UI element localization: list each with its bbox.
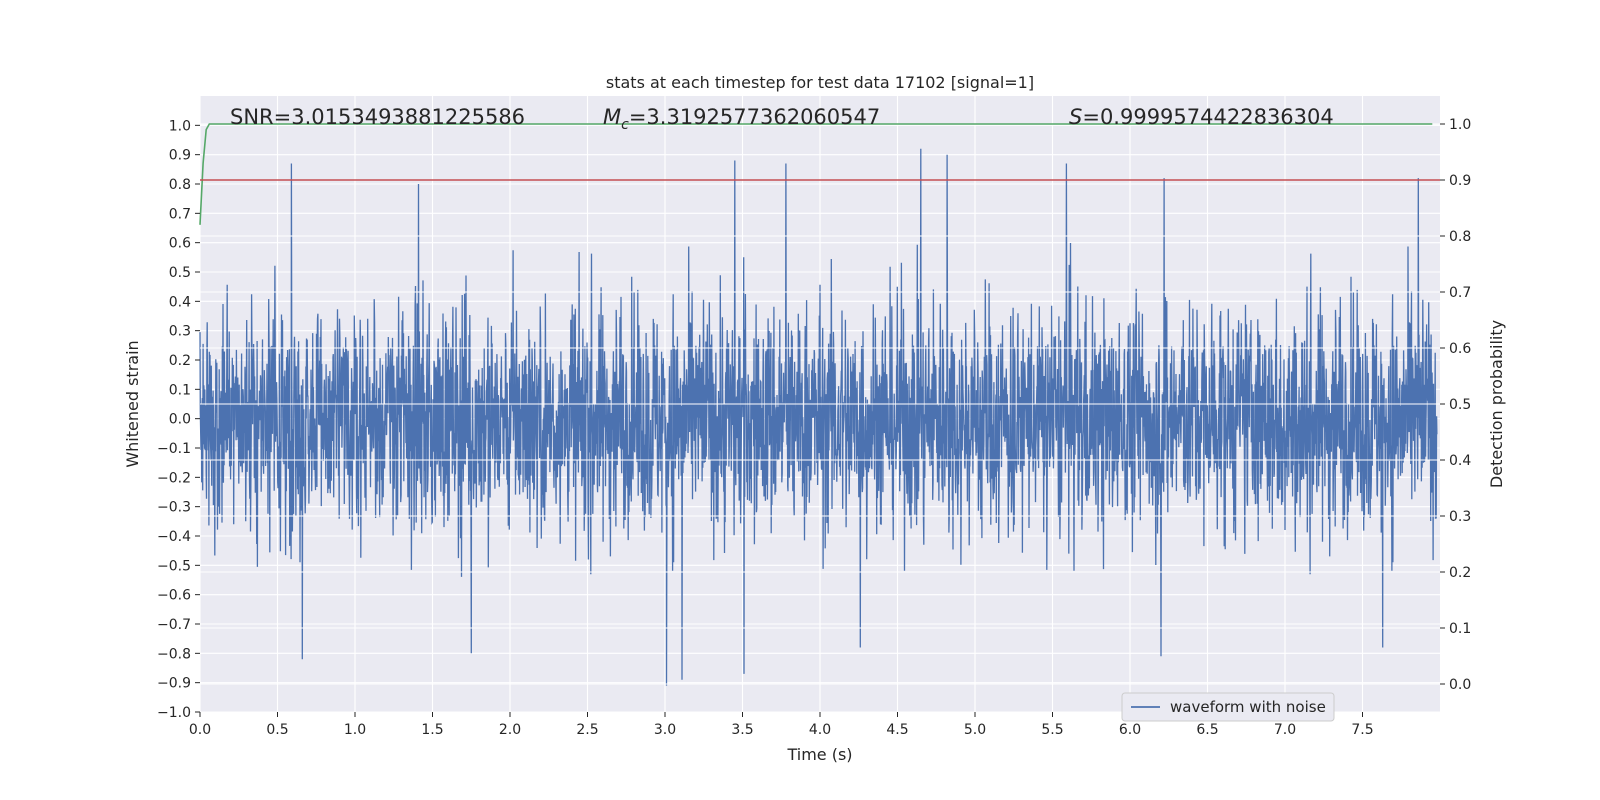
- x-tick-label: 5.5: [1041, 722, 1063, 738]
- right-y-tick-label: 0.7: [1449, 285, 1471, 301]
- legend-box: [1121, 692, 1335, 722]
- x-axis-label: Time (s): [786, 745, 852, 764]
- right-y-tick-label: 0.4: [1449, 453, 1471, 469]
- x-tick-label: 7.0: [1274, 722, 1296, 738]
- left-y-tick-label: 0.1: [169, 382, 191, 398]
- detection-statistic-annotation: S=0.9999574422836304: [1069, 105, 1334, 129]
- x-tick-label: 4.5: [886, 722, 908, 738]
- chirp-mass-subscript: c: [621, 117, 629, 133]
- left-y-tick-label: −0.6: [157, 588, 191, 604]
- x-tick-label: 1.5: [421, 722, 443, 738]
- chirp-mass-annotation: Mc=3.3192577362060547: [603, 105, 880, 133]
- left-y-tick-label: −1.0: [157, 705, 191, 721]
- right-y-tick-label: 0.8: [1449, 229, 1471, 245]
- right-y-tick-label: 0.2: [1449, 565, 1471, 581]
- right-y-tick-label: 0.9: [1449, 173, 1471, 189]
- left-y-tick-label: 0.8: [169, 177, 191, 193]
- right-y-tick-label: 1.0: [1449, 117, 1471, 133]
- left-y-tick-label: 0.3: [169, 324, 191, 340]
- x-tick-label: 2.0: [499, 722, 521, 738]
- left-y-axis-label: Whitened strain: [123, 340, 142, 467]
- left-y-tick-label: −0.8: [157, 646, 191, 662]
- x-tick-label: 4.0: [809, 722, 831, 738]
- x-tick-label: 6.5: [1196, 722, 1218, 738]
- right-y-axis-label: Detection probability: [1487, 320, 1506, 488]
- right-y-tick-label: 0.0: [1449, 677, 1471, 693]
- left-y-tick-label: 0.0: [169, 412, 191, 428]
- left-y-tick-label: 0.6: [169, 236, 191, 252]
- x-tick-label: 1.0: [344, 722, 366, 738]
- x-tick-label: 6.0: [1119, 722, 1141, 738]
- x-tick-label: 7.5: [1351, 722, 1373, 738]
- right-y-tick-label: 0.5: [1449, 397, 1471, 413]
- left-y-tick-label: 1.0: [169, 118, 191, 134]
- left-y-tick-label: −0.3: [157, 500, 191, 516]
- detection-probability-line: [199, 123, 1433, 225]
- statistic-symbol: S: [1069, 105, 1082, 129]
- legend: waveform with noise: [1121, 692, 1335, 722]
- left-y-tick-label: −0.2: [157, 470, 191, 486]
- right-y-axis-ticks: 0.0 0.1 0.2 0.3 0.4 0.5 0.6 0.7 0.8 0.9 1.0: [1440, 117, 1471, 693]
- x-tick-label: 0.5: [266, 722, 288, 738]
- left-y-tick-label: −0.4: [157, 529, 191, 545]
- waveform-line: [199, 148, 1438, 686]
- left-y-tick-label: −0.7: [157, 617, 191, 633]
- left-y-axis-ticks: −1.0 −0.9 −0.8 −0.7 −0.6 −0.5 −0.4 −0.3 −0.2 −0.1…: [157, 118, 200, 721]
- x-tick-label: 3.0: [654, 722, 676, 738]
- chirp-mass-value: =3.3192577362060547: [629, 105, 880, 129]
- legend-label: waveform with noise: [1170, 698, 1326, 716]
- left-y-tick-label: 0.4: [169, 294, 191, 310]
- x-tick-label: 5.0: [964, 722, 986, 738]
- right-y-tick-label: 0.6: [1449, 341, 1471, 357]
- x-tick-label: 2.5: [576, 722, 598, 738]
- left-y-tick-label: −0.1: [157, 441, 191, 457]
- left-y-tick-label: −0.9: [157, 676, 191, 692]
- left-y-tick-label: 0.7: [169, 206, 191, 222]
- right-y-tick-label: 0.3: [1449, 509, 1471, 525]
- left-y-tick-label: 0.5: [169, 265, 191, 281]
- x-tick-label: 0.0: [189, 722, 211, 738]
- x-tick-label: 3.5: [731, 722, 753, 738]
- right-y-tick-label: 0.1: [1449, 621, 1471, 637]
- waveform-series: [199, 148, 1438, 686]
- left-y-tick-label: 0.9: [169, 148, 191, 164]
- x-axis-ticks: 0.0 0.5 1.0 1.5 2.0 2.5 3.0 3.5 4.0 4.5 5.0 5.5 6.0 6…: [189, 712, 1374, 738]
- left-y-tick-label: 0.2: [169, 353, 191, 369]
- statistic-value: =0.9999574422836304: [1082, 105, 1333, 129]
- chart-title: stats at each timestep for test data 171…: [606, 73, 1034, 92]
- chirp-mass-symbol: M: [603, 105, 621, 129]
- left-y-tick-label: −0.5: [157, 558, 191, 574]
- snr-annotation: SNR=3.0153493881225586: [230, 105, 525, 129]
